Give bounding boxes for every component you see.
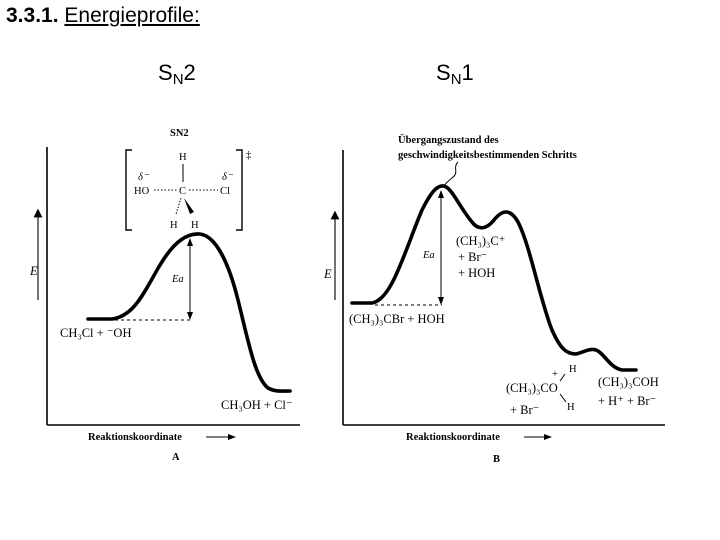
oxonium-plus: + [552,369,558,380]
sn2-label: SN2 [158,60,196,88]
diagram-b-reactants: (CH₃)₃CBr + HOH [349,312,445,326]
ts-ho: HO [134,186,150,197]
diagram-b-products-line2: + H⁺ + Br⁻ [598,394,656,408]
ts-bottom-h2: H [191,220,199,231]
intermediate-carbocation: (CH₃)₃C⁺ [456,234,505,248]
ts-bottom-h1: H [170,220,178,231]
ts-delta-left: δ⁻ [138,172,150,183]
diagram-a-energy-curve [86,232,292,393]
diagram-b-products-line1: (CH₃)₃COH [598,375,659,389]
section-title: Energieprofile: [64,4,200,27]
oxonium-main: (CH₃)₃CO [506,381,558,395]
ts-top-h: H [179,152,187,163]
diagram-a-products: CH₃OH + Cl⁻ [221,398,292,412]
ts-bracket-right [236,149,243,231]
diagram-b-panel-label: B [493,454,500,465]
oxonium-h-bottom: H [567,402,575,413]
diagram-b: E Übergangszustand des geschwindigkeitsb… [323,133,665,465]
oxonium-h-top: H [569,364,577,375]
diagram-b-ea-label: Ea [422,250,435,261]
oxonium-bond-bottom [559,393,567,403]
diagram-a: E Ea SN2 ‡ H δ⁻ δ⁻ HO C Cl [29,128,300,463]
section-number: 3.3.1. [6,4,59,27]
ts-delta-right: δ⁻ [222,172,234,183]
ts-carbon: C [179,186,186,197]
ts-dashed-bond [175,197,182,215]
sn1-label: SN1 [436,60,474,88]
ts-cl: Cl [220,186,230,197]
section-heading: 3.3.1. Energieprofile: [6,4,200,28]
diagram-a-ea-label: Ea [171,274,184,285]
oxonium-bromide: + Br⁻ [510,403,539,417]
ts-note-line2: geschwindigkeitsbestimmenden Schritts [398,150,577,161]
diagram-a-x-axis-label: Reaktionskoordinate [88,432,182,443]
diagram-b-energy-curve [350,184,638,372]
diagram-a-e-label: E [29,264,38,278]
intermediate-bromide: + Br⁻ [458,250,487,264]
ts-wedge-bond [184,198,194,214]
ts-note-line1: Übergangszustand des [398,133,499,146]
diagram-b-e-label: E [323,267,332,281]
ts-dagger: ‡ [246,150,251,161]
oxonium-bond-top [559,373,566,382]
diagram-a-reactants: CH₃Cl + ⁻OH [60,326,131,340]
ts-note-squiggle [443,161,459,187]
ts-bracket-left [125,149,132,231]
diagram-b-x-axis-label: Reaktionskoordinate [406,432,500,443]
intermediate-water: + HOH [458,266,495,280]
diagram-a-panel-label: A [172,452,180,463]
diagram-a-ts-title: SN2 [170,128,189,139]
